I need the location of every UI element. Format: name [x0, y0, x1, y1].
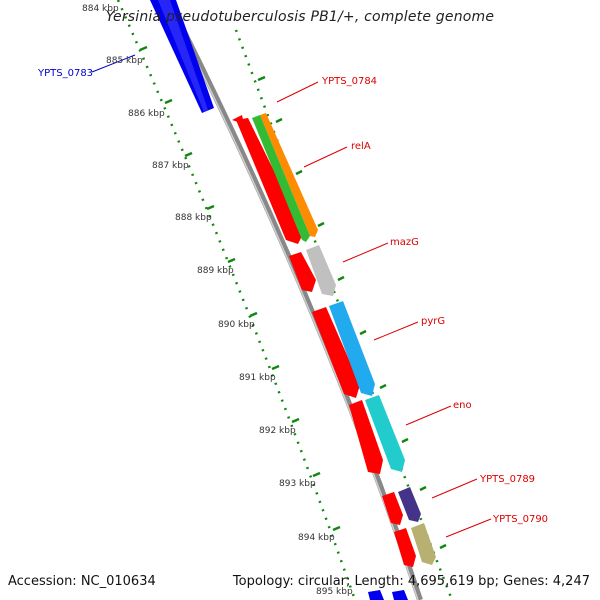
gene-eno[interactable] [365, 395, 405, 472]
outer-tick-ring [234, 29, 454, 600]
tick-label: 894 kbp [298, 533, 335, 543]
gene-label-ypts-0789[interactable]: YPTS_0789 [479, 474, 535, 485]
tick-marks [139, 45, 447, 550]
genome-summary: Topology: circular; Length: 4,695,619 bp… [232, 574, 590, 589]
tick-label: 890 kbp [218, 320, 255, 330]
gene-label-ypts-0784[interactable]: YPTS_0784 [321, 76, 377, 87]
tick-label: 893 kbp [279, 479, 316, 489]
gene-pyrg[interactable] [329, 301, 375, 396]
gene-ypts-0784[interactable] [260, 113, 318, 237]
gene-ypts-0790[interactable] [411, 523, 436, 565]
tick-label: 891 kbp [239, 373, 276, 383]
gene-label-rela[interactable]: relA [351, 141, 371, 152]
tick-label: 888 kbp [175, 213, 212, 223]
cds-arrow-small [232, 115, 244, 124]
cds-arrow-6[interactable] [394, 528, 416, 567]
accession-label: Accession: NC_010634 [8, 574, 156, 589]
gene-bottom-blue [368, 590, 384, 600]
tick-label: 895 kbp [316, 587, 353, 597]
tick-label: 887 kbp [152, 161, 189, 171]
map-title: Yersinia pseudotuberculosis PB1/+, compl… [105, 9, 495, 25]
cds-arrow-5[interactable] [382, 492, 403, 525]
cds-arrow-1[interactable] [236, 118, 304, 244]
cds-arrow-3[interactable] [312, 307, 360, 398]
gene-label-eno[interactable]: eno [453, 400, 472, 411]
tick-label: 889 kbp [197, 266, 234, 276]
tick-labels: 884 kbp 885 kbp 886 kbp 887 kbp 888 kbp … [82, 4, 353, 597]
gene-rela[interactable] [252, 115, 310, 242]
gene-mazg[interactable] [306, 245, 336, 296]
tick-label: 886 kbp [128, 109, 165, 119]
gene-label-pyrg[interactable]: pyrG [421, 316, 445, 327]
cds-arrows [232, 115, 416, 567]
cds-arrow-4[interactable] [349, 400, 383, 474]
gene-label-ypts-0790[interactable]: YPTS_0790 [492, 514, 548, 525]
gene-label-mazg[interactable]: mazG [390, 237, 419, 248]
tick-label: 892 kbp [259, 426, 296, 436]
inner-tick-ring [116, 0, 357, 600]
gene-bottom-blue-2 [392, 590, 408, 600]
gene-ypts-0789[interactable] [398, 487, 421, 522]
tick-label: 885 kbp [106, 56, 143, 66]
gene-label-ypts-0783[interactable]: YPTS_0783 [37, 68, 93, 79]
label-leaders [91, 54, 492, 538]
tick-label: 884 kbp [82, 4, 119, 14]
gene-labels: YPTS_0783 YPTS_0784 relA mazG pyrG eno Y… [37, 68, 548, 525]
gene-ypts-0783-shade [158, 0, 208, 112]
cds-arrow-2[interactable] [289, 252, 316, 292]
